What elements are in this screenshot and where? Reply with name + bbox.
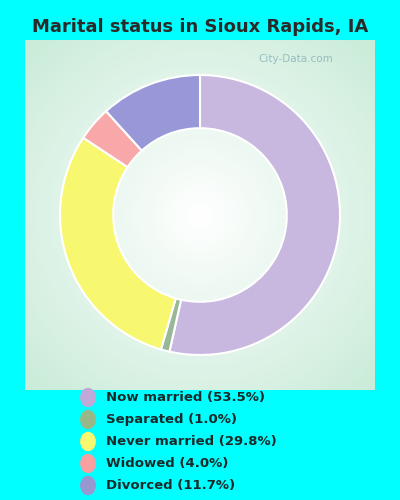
Wedge shape bbox=[106, 75, 200, 150]
Text: Now married (53.5%): Now married (53.5%) bbox=[106, 391, 265, 404]
Text: City-Data.com: City-Data.com bbox=[258, 54, 333, 64]
Text: Marital status in Sioux Rapids, IA: Marital status in Sioux Rapids, IA bbox=[32, 18, 368, 36]
Wedge shape bbox=[170, 75, 340, 355]
Text: Divorced (11.7%): Divorced (11.7%) bbox=[106, 479, 235, 492]
Wedge shape bbox=[60, 138, 176, 350]
Text: Widowed (4.0%): Widowed (4.0%) bbox=[106, 457, 228, 470]
Text: Separated (1.0%): Separated (1.0%) bbox=[106, 413, 237, 426]
Wedge shape bbox=[83, 111, 142, 167]
Wedge shape bbox=[161, 298, 181, 352]
Text: Never married (29.8%): Never married (29.8%) bbox=[106, 435, 277, 448]
